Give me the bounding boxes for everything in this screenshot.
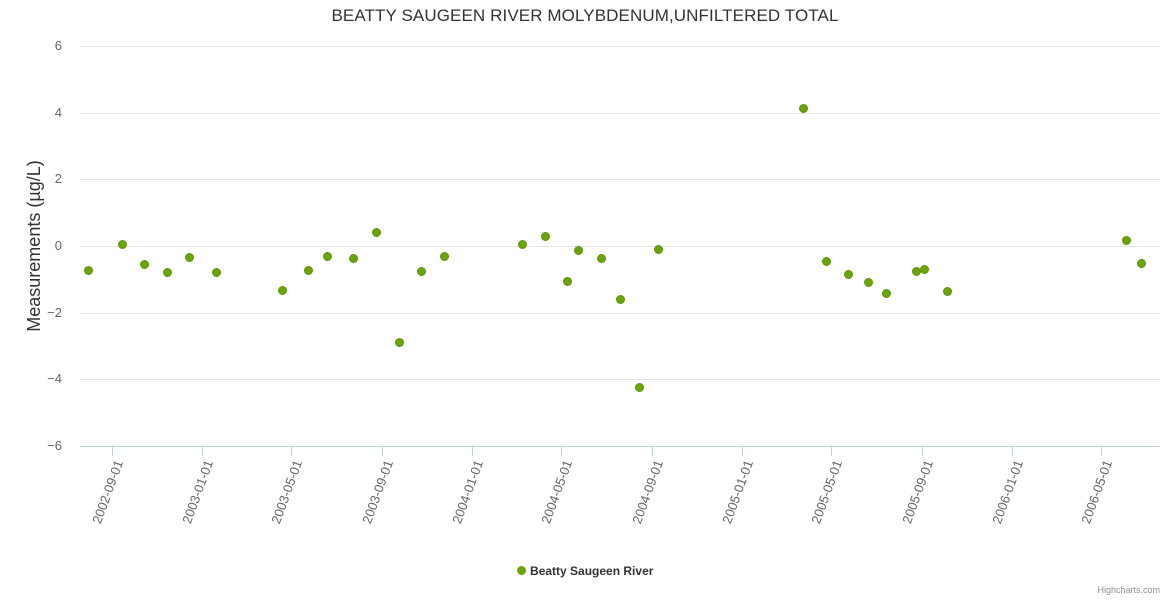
y-axis-title: Measurements (µg/L): [24, 160, 44, 332]
y-axis-tick-label: 0: [54, 238, 62, 253]
gridline: [80, 312, 1160, 314]
data-point[interactable]: [518, 239, 528, 249]
data-point[interactable]: [211, 267, 221, 277]
gridline: [80, 379, 1160, 381]
data-point[interactable]: [371, 228, 381, 238]
data-point[interactable]: [278, 285, 288, 295]
data-point[interactable]: [394, 338, 404, 348]
x-axis-tick-mark: [381, 447, 383, 456]
x-axis-line: [80, 446, 1160, 447]
gridline: [80, 179, 1160, 181]
gridline: [80, 46, 1160, 47]
y-axis-tick-label: −6: [47, 438, 62, 453]
x-axis-tick-mark: [201, 447, 203, 456]
x-axis-tick-mark: [1012, 447, 1014, 456]
y-axis-tick-label: 4: [54, 104, 62, 120]
data-point[interactable]: [942, 286, 952, 296]
data-point[interactable]: [574, 245, 584, 255]
data-point[interactable]: [1122, 236, 1132, 246]
data-point[interactable]: [417, 267, 427, 277]
data-point[interactable]: [184, 252, 194, 262]
x-axis-tick-mark: [742, 447, 744, 456]
gridline: [80, 112, 1160, 114]
data-point[interactable]: [541, 232, 551, 242]
legend-marker-icon: [516, 566, 526, 575]
y-axis-tick-label: 6: [54, 38, 62, 53]
data-point[interactable]: [1137, 258, 1147, 268]
y-axis-tick-label: 2: [54, 171, 62, 187]
x-axis-tick-mark: [1100, 447, 1102, 456]
y-axis-tick-label: −4: [47, 371, 62, 387]
x-axis-tick-mark: [921, 447, 923, 456]
data-point[interactable]: [303, 265, 313, 275]
data-point[interactable]: [615, 294, 625, 304]
chart-legend: Beatty Saugeen River: [0, 562, 1170, 580]
data-point[interactable]: [597, 254, 607, 264]
data-point[interactable]: [162, 267, 172, 277]
x-axis-tick-mark: [471, 447, 473, 456]
data-point[interactable]: [863, 278, 873, 288]
data-point[interactable]: [323, 251, 333, 261]
data-point[interactable]: [635, 383, 645, 393]
gridline: [80, 246, 1160, 247]
data-point[interactable]: [822, 256, 832, 266]
x-axis-tick-mark: [290, 447, 292, 456]
data-point[interactable]: [84, 265, 94, 275]
data-point[interactable]: [881, 289, 891, 299]
legend-item-beatty-saugeen-river[interactable]: Beatty Saugeen River: [516, 562, 654, 580]
data-point[interactable]: [799, 103, 809, 113]
legend-item-label: Beatty Saugeen River: [530, 564, 654, 578]
plot-area: [80, 46, 1160, 447]
data-point[interactable]: [563, 276, 573, 286]
data-point[interactable]: [439, 251, 449, 261]
data-point[interactable]: [920, 264, 930, 274]
data-point[interactable]: [844, 269, 854, 279]
data-point[interactable]: [654, 244, 664, 254]
data-point[interactable]: [139, 259, 149, 269]
credits-link[interactable]: Highcharts.com: [1097, 585, 1160, 595]
y-axis-tick-label: −2: [47, 304, 62, 320]
chart-title: BEATTY SAUGEEN RIVER MOLYBDENUM,UNFILTER…: [331, 6, 839, 25]
x-axis-tick-mark: [652, 447, 654, 456]
data-point[interactable]: [349, 254, 358, 264]
x-axis-tick-mark: [111, 447, 113, 456]
x-axis-tick-mark: [831, 447, 833, 456]
data-point[interactable]: [117, 240, 127, 250]
x-axis-tick-mark: [561, 447, 563, 456]
